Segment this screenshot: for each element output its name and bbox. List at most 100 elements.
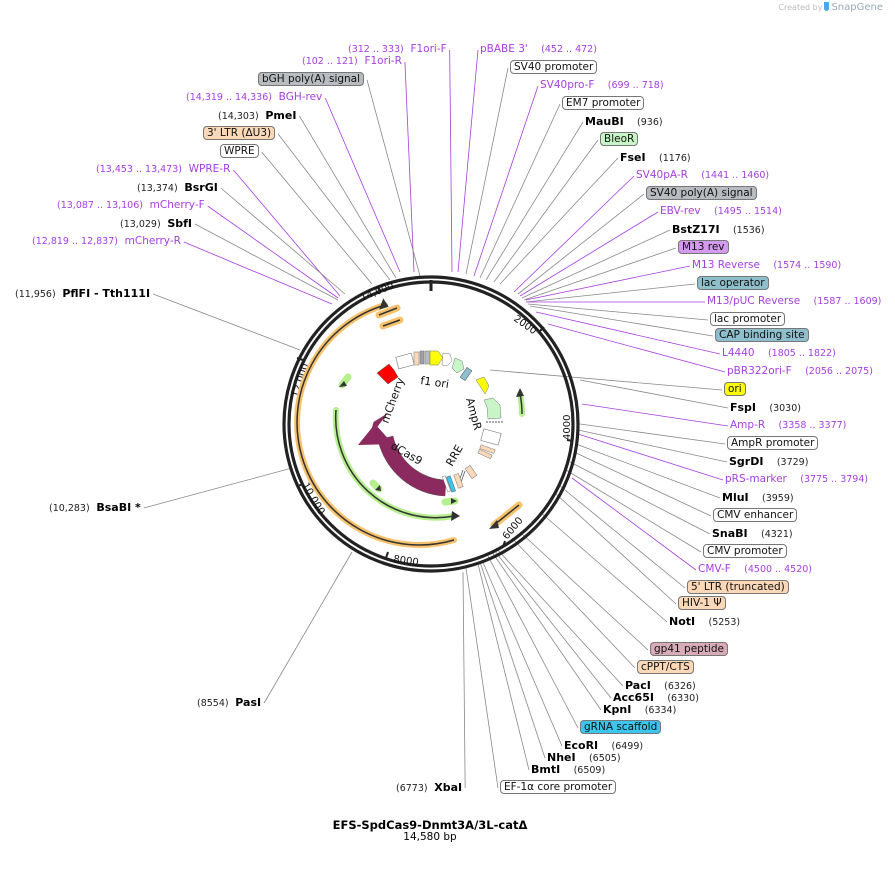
label-position: (13,087 .. 13,106) (57, 200, 143, 211)
feature-3ltr[interactable]: 3' LTR (ΔU3) (203, 126, 276, 140)
label-name: BGH-rev (278, 91, 323, 103)
enzyme-site-xbai[interactable]: (6773) XbaI (396, 781, 462, 795)
leader-line (529, 305, 714, 337)
enzyme-site-pmei[interactable]: (14,303) PmeI (218, 109, 296, 123)
leader-line (555, 493, 677, 605)
feature-cmv-enh[interactable]: CMV enhancer (713, 508, 798, 522)
leader-line (489, 369, 723, 391)
feature-bgh-polya[interactable]: bGH poly(A) signal (258, 72, 365, 86)
label-position: (6505) (588, 753, 621, 764)
feature-m13rev-feat[interactable]: M13 rev (678, 240, 729, 254)
label-position: (3729) (776, 457, 809, 468)
primer-amp-r[interactable]: Amp-R (3358 .. 3377) (730, 419, 846, 432)
primer-sv40pro-f[interactable]: SV40pro-F (699 .. 718) (540, 79, 664, 92)
leader-line (194, 223, 339, 301)
enzyme-site-maubi[interactable]: MauBI (936) (585, 115, 663, 129)
primer-pbr322ori-f[interactable]: pBR322ori-F (2056 .. 2075) (727, 365, 873, 378)
primer-bgh-rev[interactable]: (14,319 .. 14,336) BGH-rev (186, 91, 322, 104)
orf-arcs (294, 298, 526, 548)
label-name: F1ori-F (410, 43, 447, 55)
primer-ebv-rev[interactable]: EBV-rev (1495 .. 1514) (660, 205, 782, 218)
enzyme-site-mlui[interactable]: MluI (3959) (722, 491, 794, 505)
leader-line (487, 555, 579, 729)
feature-cmv-prom[interactable]: CMV promoter (703, 544, 787, 558)
primer-f1ori-r[interactable]: (102 .. 121) F1ori-R (302, 55, 402, 68)
enzyme-site-bstz17i[interactable]: BstZ17I (1536) (672, 223, 765, 237)
label-name: EM7 promoter (562, 96, 645, 110)
leader-line (525, 283, 696, 303)
feature-lac-operator[interactable]: lac operator (697, 276, 769, 290)
label-name: WPRE (220, 144, 259, 158)
leader-line (519, 211, 659, 297)
feature-sv40-prom[interactable]: SV40 promoter (510, 60, 598, 74)
enzyme-site-bsabi[interactable]: (10,283) BsaBI * (49, 501, 141, 515)
enzyme-site-bmti[interactable]: BmtI (6509) (531, 763, 605, 777)
primer-wpre-r[interactable]: (13,453 .. 13,473) WPRE-R (96, 163, 230, 176)
enzyme-site-sbfi[interactable]: (13,029) SbfI (120, 217, 192, 231)
enzyme-site-kpni[interactable]: KpnI (6334) (603, 703, 676, 717)
feature-grna[interactable]: gRNA scaffold (580, 720, 662, 734)
feature-cap-site[interactable]: CAP binding site (715, 328, 809, 342)
feature-ef1a[interactable]: EF-1α core promoter (500, 780, 617, 794)
label-position: (1495 .. 1514) (714, 206, 782, 217)
primer-pbabe3[interactable]: pBABE 3' (452 .. 472) (480, 43, 597, 56)
leader-line (207, 205, 339, 299)
primer-f1ori-f[interactable]: (312 .. 333) F1ori-F (348, 43, 447, 56)
label-name: XbaI (434, 781, 463, 794)
svg-text:AmpR: AmpR (463, 396, 484, 431)
label-name: M13 Reverse (692, 259, 760, 271)
feature-gp41[interactable]: gp41 peptide (650, 642, 728, 656)
primer-l4440[interactable]: L4440 (1805 .. 1822) (722, 347, 836, 360)
enzyme-site-bsrgi[interactable]: (13,374) BsrGI (137, 181, 218, 195)
label-position: (3775 .. 3794) (800, 474, 869, 485)
primer-mcherry-f[interactable]: (13,087 .. 13,106) mCherry-F (57, 199, 205, 212)
primer-prs-marker[interactable]: pRS-marker (3775 .. 3794) (725, 473, 868, 486)
primer-m13-reverse[interactable]: M13 Reverse (1574 .. 1590) (692, 259, 841, 272)
enzyme-site-fspi[interactable]: FspI (3030) (730, 401, 801, 415)
label-name: SV40pro-F (540, 79, 595, 91)
leader-line (183, 241, 333, 305)
leader-line (479, 103, 561, 279)
leader-line (479, 561, 546, 759)
enzyme-site-snabi[interactable]: SnaBI (4321) (712, 527, 793, 541)
enzyme-site-fsei[interactable]: FseI (1176) (620, 151, 691, 165)
label-position: (13,453 .. 13,473) (96, 164, 182, 175)
enzyme-site-acc65i[interactable]: Acc65I (6330) (613, 691, 699, 705)
label-name: SbfI (167, 217, 193, 230)
primer-sv40pa-r[interactable]: SV40pA-R (1441 .. 1460) (636, 169, 769, 182)
plasmid-name: EFS-SpdCas9-Dnmt3A/3L-catΔ (332, 818, 528, 832)
label-position: (6509) (573, 765, 606, 776)
feature-sv40-polya[interactable]: SV40 poly(A) signal (646, 186, 757, 200)
label-name: lac operator (697, 276, 769, 290)
label-name: gRNA scaffold (580, 720, 662, 734)
primer-mcherry-r[interactable]: (12,819 .. 12,837) mCherry-R (32, 235, 181, 248)
feature-hiv1psi[interactable]: HIV-1 Ψ (678, 596, 726, 610)
feature-ori[interactable]: ori (724, 382, 746, 396)
feature-5ltr[interactable]: 5' LTR (truncated) (687, 580, 789, 594)
enzyme-site-noti[interactable]: NotI (5253) (669, 615, 740, 629)
leader-line (573, 451, 712, 517)
svg-text:8000: 8000 (393, 554, 420, 568)
leader-line (457, 49, 479, 273)
feature-lac-promoter[interactable]: lac promoter (710, 312, 786, 326)
label-name: SV40 poly(A) signal (646, 186, 757, 200)
feature-em7[interactable]: EM7 promoter (562, 96, 645, 110)
enzyme-site-sgrdi[interactable]: SgrDI (3729) (729, 455, 808, 469)
label-position: (6326) (664, 681, 696, 692)
enzyme-site-pasi[interactable]: (8554) PasI (197, 696, 261, 710)
primer-cmv-f[interactable]: CMV-F (4500 .. 4520) (698, 563, 812, 576)
backbone-ring (282, 275, 580, 573)
feature-bleor[interactable]: BleoR (600, 132, 639, 146)
enzyme-site-ecori[interactable]: EcoRI (6499) (564, 739, 643, 753)
feature-ampr-prom[interactable]: AmpR promoter (727, 436, 819, 450)
label-name: FseI (620, 151, 646, 164)
feature-wpre[interactable]: WPRE (220, 144, 259, 158)
enzyme-site-pflfi[interactable]: (11,956) PflFI - Tth111I (15, 287, 150, 301)
primer-m13puc-reverse[interactable]: M13/pUC Reverse (1587 .. 1609) (707, 295, 881, 308)
enzyme-site-nhei[interactable]: NheI (6505) (547, 751, 621, 765)
feature-cppt[interactable]: cPPT/CTS (637, 660, 694, 674)
enzyme-site-paci[interactable]: PacI (6326) (625, 679, 696, 693)
leader-line (539, 511, 668, 623)
svg-text:4000: 4000 (562, 415, 573, 440)
label-name: NheI (547, 751, 576, 764)
